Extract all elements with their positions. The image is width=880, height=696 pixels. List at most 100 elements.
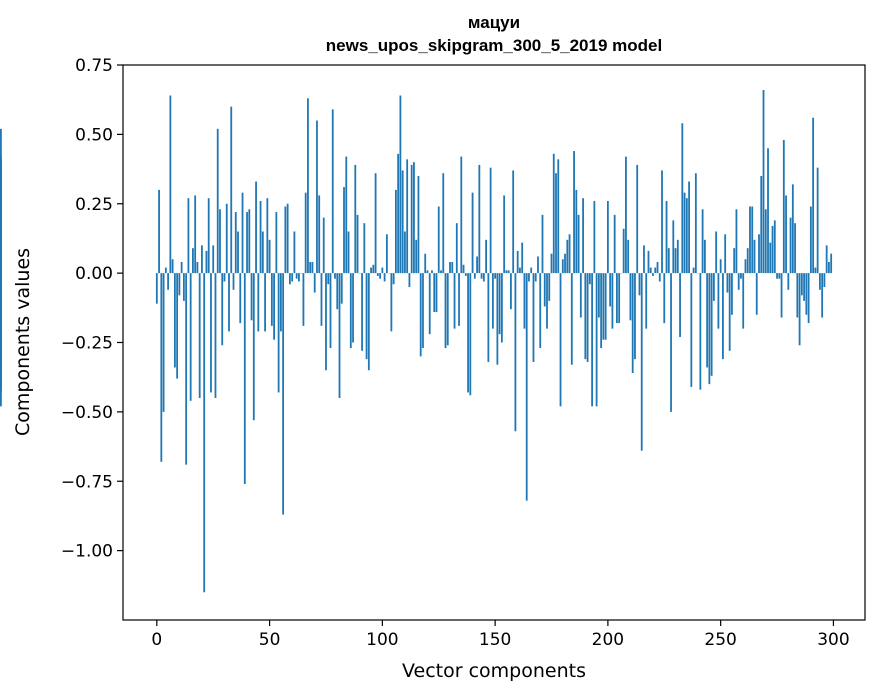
bar	[595, 273, 598, 407]
bar	[674, 248, 677, 274]
bar	[634, 273, 636, 360]
bar	[616, 273, 618, 324]
bar	[789, 217, 792, 274]
bar	[530, 267, 533, 274]
bar	[160, 273, 163, 462]
bar	[478, 164, 481, 274]
bar	[399, 95, 402, 274]
bar	[320, 273, 323, 326]
bar	[638, 273, 641, 296]
bar	[194, 195, 197, 274]
bar	[618, 273, 621, 324]
bar	[178, 273, 181, 296]
bar	[597, 273, 600, 318]
bar	[422, 273, 424, 349]
bar	[473, 273, 476, 279]
bar	[525, 273, 528, 501]
bar	[737, 273, 740, 290]
bar	[397, 153, 400, 274]
bar	[609, 273, 612, 307]
bar	[606, 200, 609, 274]
bar	[363, 223, 366, 274]
bar	[744, 259, 747, 274]
bar	[679, 273, 681, 337]
y-tick-label: −1.00	[61, 542, 113, 562]
bar	[212, 245, 215, 274]
bar	[534, 273, 537, 282]
bar	[503, 195, 506, 274]
bar	[460, 156, 463, 274]
bar	[643, 245, 645, 274]
bar	[731, 273, 733, 315]
bar	[343, 187, 345, 274]
bar	[282, 273, 285, 515]
bar	[715, 231, 718, 274]
bar	[408, 273, 411, 288]
bar	[444, 273, 447, 349]
bar	[749, 206, 751, 274]
y-tick-label: 0.50	[75, 125, 113, 145]
bar	[467, 273, 469, 393]
bar	[692, 267, 695, 274]
bar	[656, 262, 659, 274]
bar	[205, 250, 208, 274]
x-tick-label: 150	[479, 630, 511, 650]
bar	[584, 273, 587, 360]
bar	[336, 273, 339, 310]
y-axis-label: Components values	[12, 248, 34, 436]
bar	[685, 198, 688, 274]
bar	[230, 106, 233, 274]
bar	[277, 273, 280, 393]
bar	[710, 273, 713, 376]
bar	[647, 250, 650, 274]
y-tick-label: 0.00	[75, 264, 113, 284]
bar	[791, 184, 794, 274]
bar	[462, 264, 465, 274]
bar	[579, 273, 582, 318]
bar	[440, 270, 442, 274]
bar	[611, 273, 614, 329]
bar	[365, 273, 368, 360]
bar	[785, 195, 787, 274]
bar	[814, 267, 817, 274]
bar	[401, 170, 404, 274]
bar	[250, 273, 253, 321]
bar	[798, 273, 801, 346]
bar	[270, 273, 273, 326]
bar	[180, 262, 183, 274]
bar	[719, 259, 722, 274]
bar	[385, 234, 388, 274]
bar	[708, 273, 711, 385]
bar	[780, 273, 783, 318]
bar	[257, 273, 260, 332]
y-tick-label: 0.25	[75, 195, 113, 215]
bar	[812, 117, 815, 274]
bar	[286, 203, 289, 274]
bar	[176, 273, 179, 379]
bar	[672, 220, 675, 274]
bar	[771, 225, 774, 274]
bar	[207, 198, 210, 274]
y-tick-label: −0.50	[61, 403, 113, 423]
bar	[582, 198, 584, 274]
bar	[823, 273, 826, 288]
bar	[325, 273, 327, 371]
bar	[559, 273, 562, 407]
x-tick-label: 250	[704, 630, 736, 650]
bar	[214, 273, 217, 399]
bar	[275, 212, 278, 274]
bar	[602, 273, 605, 340]
bar	[273, 273, 275, 340]
bar	[821, 273, 824, 318]
bar	[670, 273, 672, 412]
bar	[613, 214, 616, 274]
bar	[390, 273, 393, 332]
bar	[295, 273, 298, 279]
bar	[221, 273, 224, 346]
bar	[225, 203, 228, 274]
bar	[543, 273, 546, 307]
x-tick-label: 50	[259, 630, 281, 650]
bar	[210, 273, 212, 393]
bar	[733, 248, 736, 274]
